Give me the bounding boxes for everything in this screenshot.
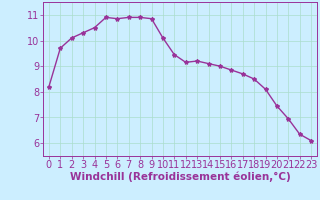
X-axis label: Windchill (Refroidissement éolien,°C): Windchill (Refroidissement éolien,°C) <box>70 172 290 182</box>
